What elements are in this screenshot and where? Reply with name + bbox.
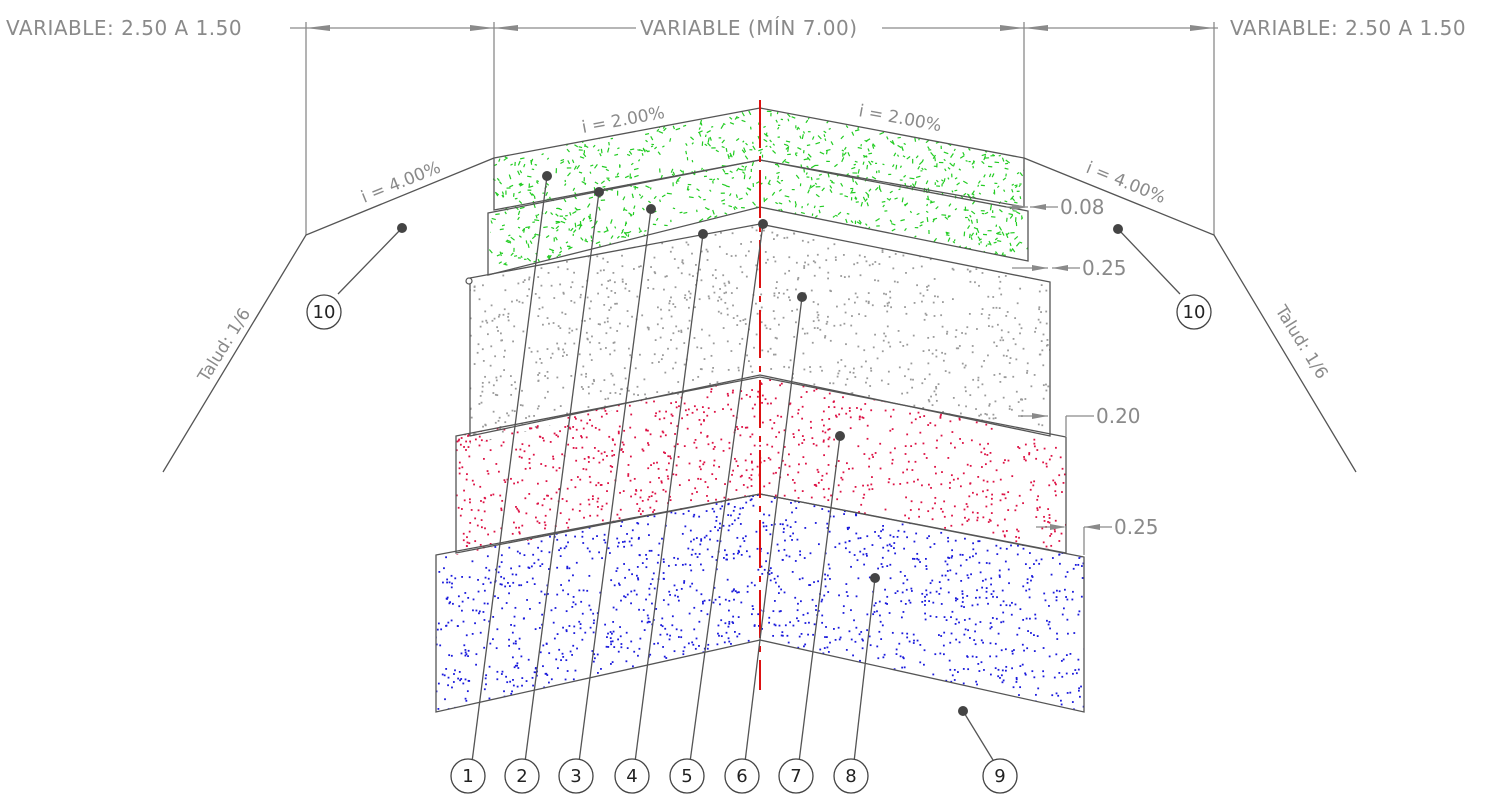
- callout-2: 2: [516, 766, 527, 787]
- thickness-label-base: 0.25: [1082, 256, 1127, 280]
- callout-bubbles: [306, 294, 1212, 794]
- slope-label-top-left: i = 2.00%: [580, 103, 666, 138]
- shoulder-embankment-left: [162, 157, 495, 473]
- callout-6: 6: [736, 766, 747, 787]
- callout-5: 5: [681, 766, 692, 787]
- slope-label-top-right: i = 2.00%: [857, 101, 943, 136]
- callout-7: 7: [790, 766, 801, 787]
- callout-10-right: 10: [1183, 302, 1206, 323]
- dim-label-left: VARIABLE: 2.50 A 1.50: [6, 16, 242, 40]
- callout-10-left: 10: [313, 302, 336, 323]
- talud-label-left: Talud: 1/6: [194, 305, 255, 387]
- callout-3: 3: [570, 766, 581, 787]
- leader-dots: [397, 171, 1123, 716]
- thickness-label-surface: 0.08: [1060, 195, 1105, 219]
- dim-label-center: VARIABLE (MÍN 7.00): [640, 16, 858, 40]
- thickness-arrows: [1012, 204, 1100, 530]
- thickness-label-subbase: 0.20: [1096, 404, 1141, 428]
- callout-9: 9: [994, 766, 1005, 787]
- leader-lines: [337, 175, 1181, 763]
- slope-label-shoulder-left: i = 4.00%: [358, 158, 443, 208]
- thickness-label-subgrade: 0.25: [1114, 515, 1159, 539]
- shoulder-embankment-right: [1023, 157, 1357, 473]
- callout-8: 8: [845, 766, 856, 787]
- dim-label-right: VARIABLE: 2.50 A 1.50: [1230, 16, 1466, 40]
- corner-marker: [465, 277, 473, 285]
- callout-1: 1: [462, 766, 473, 787]
- callout-4: 4: [626, 766, 637, 787]
- dimension-arrows: [306, 25, 1214, 31]
- talud-label-right: Talud: 1/6: [1270, 301, 1331, 383]
- subbase-layer-hatch: [456, 377, 1066, 555]
